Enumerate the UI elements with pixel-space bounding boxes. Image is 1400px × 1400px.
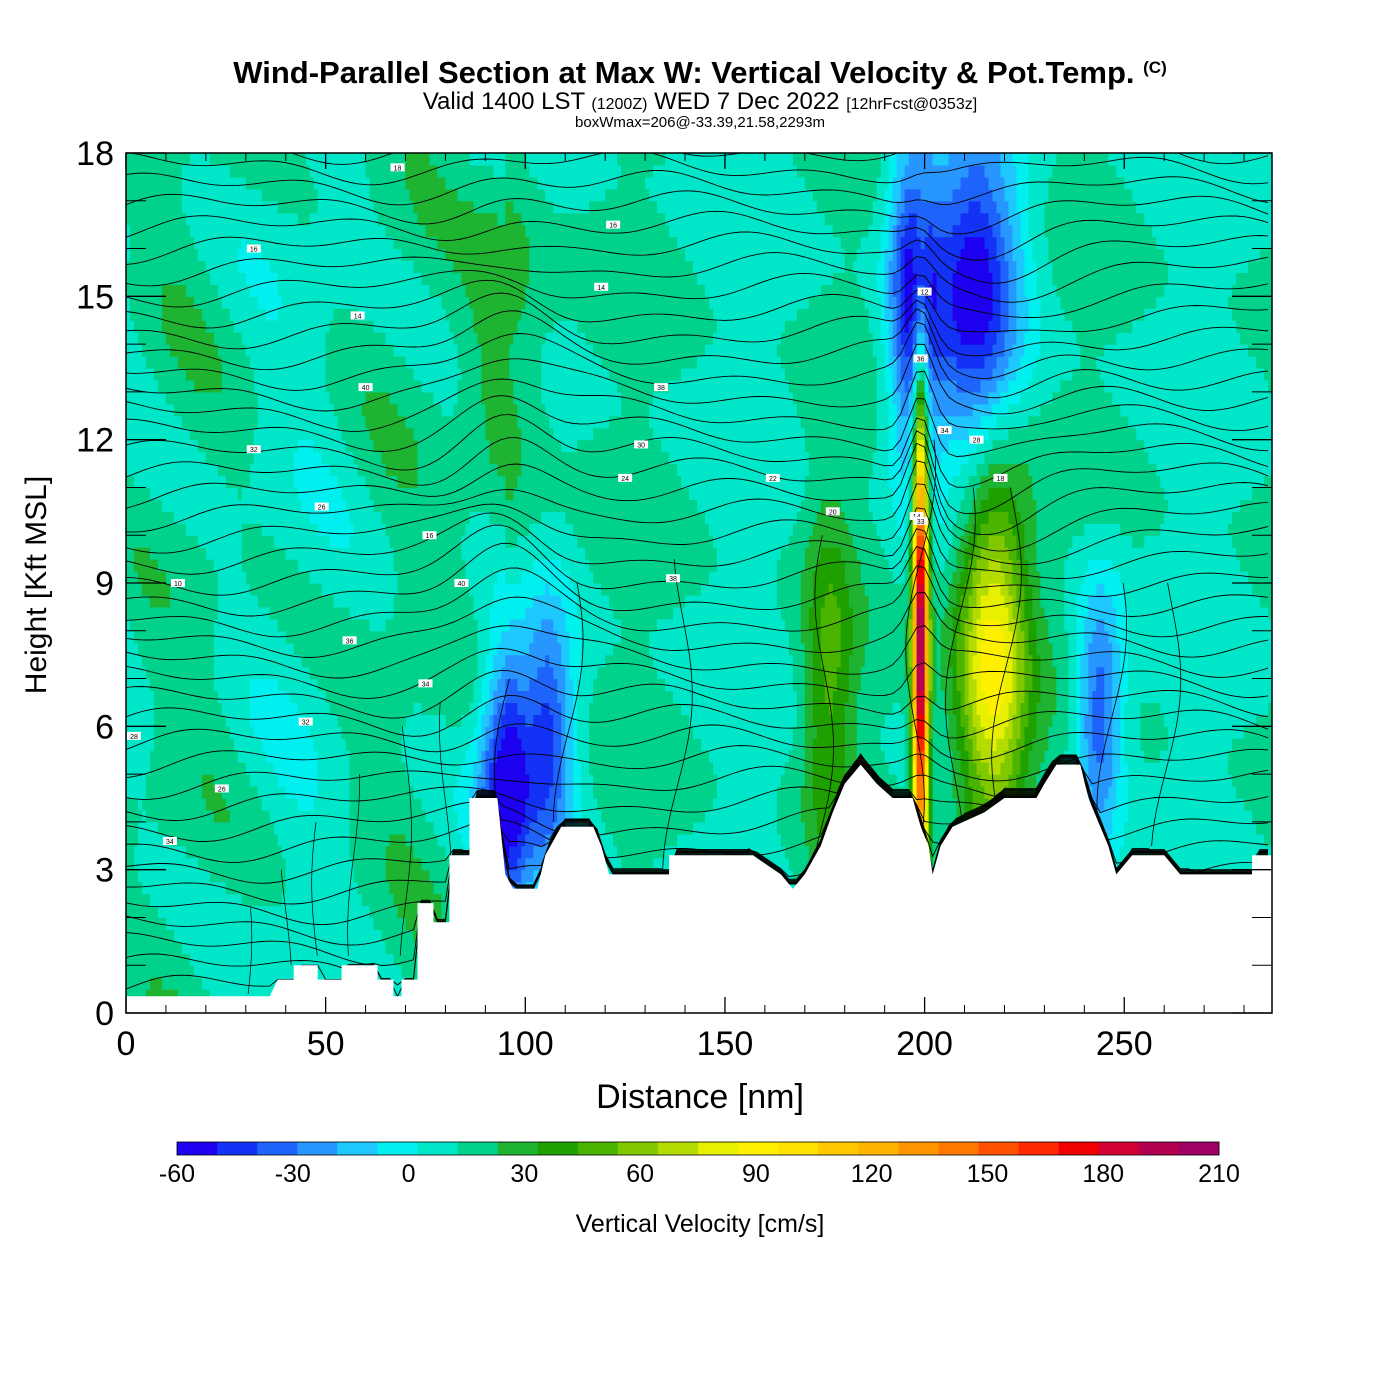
- y-tick-label: 15: [76, 278, 114, 316]
- colorbar-title: Vertical Velocity [cm/s]: [576, 1210, 825, 1238]
- theta-label: 28: [126, 731, 141, 741]
- colorbar-tick-label: 150: [967, 1160, 1009, 1188]
- theta-label: 40: [358, 383, 373, 392]
- theta-label: 36: [913, 354, 928, 363]
- y-axis-label: Height [Kft MSL]: [20, 476, 53, 694]
- colorbar-swatch: [1138, 1142, 1180, 1155]
- pot-temp-contours: [126, 153, 1269, 998]
- theta-label: 34: [162, 837, 177, 846]
- y-tick-label: 12: [76, 422, 114, 460]
- colorbar-swatch: [377, 1142, 418, 1155]
- colorbar-swatch: [537, 1142, 579, 1155]
- colorbar-swatch: [617, 1142, 659, 1155]
- title-block: Wind-Parallel Section at Max W: Vertical…: [0, 50, 1400, 130]
- theta-label: 33: [913, 516, 928, 526]
- theta-label: 38: [654, 383, 669, 392]
- x-tick-label: 150: [697, 1025, 754, 1063]
- theta-label: 34: [418, 679, 433, 688]
- y-tick-label: 9: [95, 565, 114, 603]
- theta-label: 16: [246, 244, 261, 254]
- x-tick-label: 0: [117, 1025, 136, 1063]
- theta-label: 32: [246, 445, 261, 454]
- colorbar-swatch: [858, 1142, 899, 1155]
- colorbar-swatch: [1018, 1142, 1060, 1155]
- colorbar-swatch: [1178, 1142, 1220, 1155]
- colorbar-swatch: [1058, 1142, 1100, 1155]
- theta-label: 26: [214, 784, 229, 793]
- x-tick-label: 250: [1096, 1025, 1153, 1063]
- colorbar-tick-label: 180: [1082, 1160, 1124, 1188]
- colorbar-swatch: [698, 1142, 739, 1155]
- colorbar-swatch: [818, 1142, 859, 1155]
- theta-label: 14: [350, 311, 365, 320]
- colorbar-swatch: [1098, 1142, 1140, 1155]
- theta-label: 24: [618, 473, 633, 483]
- y-tick-label: 18: [76, 135, 114, 173]
- terrain-mask: [126, 764, 1272, 1013]
- colorbar-swatch: [337, 1142, 378, 1155]
- colorbar-tick-label: 0: [402, 1160, 416, 1188]
- colorbar-swatch: [217, 1142, 258, 1155]
- theta-label: 16: [422, 531, 437, 540]
- colorbar-swatch: [417, 1142, 459, 1155]
- theta-label: 32: [298, 717, 313, 727]
- colorbar-tick-label: -30: [275, 1160, 311, 1188]
- colorbar-swatch: [898, 1142, 939, 1155]
- theta-label: 34: [937, 426, 952, 435]
- theta-label: 22: [765, 473, 780, 483]
- theta-label: 14: [594, 282, 609, 292]
- theta-label: 20: [825, 507, 840, 516]
- box-wmax: boxWmax=206@-33.39,21.58,2293m: [0, 115, 1400, 130]
- colorbar-swatch: [778, 1142, 819, 1155]
- theta-label: 12: [917, 287, 932, 297]
- y-tick-label: 0: [95, 995, 114, 1033]
- colorbar-swatch: [297, 1142, 338, 1155]
- y-tick-label: 6: [95, 708, 114, 746]
- pot-temp-labels: 1816161414124038363432302826242220181614…: [126, 163, 1008, 846]
- colorbar-tick-label: 210: [1198, 1160, 1240, 1188]
- colorbar-swatch: [657, 1142, 699, 1155]
- colorbar-swatch: [497, 1142, 539, 1155]
- colorbar-tick-label: 120: [851, 1160, 893, 1188]
- colorbar: -60 -30 0 30 60 90 120 150 180 210: [159, 1141, 1240, 1188]
- x-tick-label: 200: [896, 1025, 953, 1063]
- theta-label: 26: [314, 502, 329, 512]
- colorbar-tick-label: 90: [742, 1160, 770, 1188]
- theta-label: 18: [993, 473, 1008, 483]
- colorbar-swatch: [177, 1142, 218, 1155]
- x-tick-label: 100: [497, 1025, 554, 1063]
- colorbar-swatch: [978, 1142, 1020, 1155]
- colorbar-tick-label: 60: [626, 1160, 654, 1188]
- theta-label: 38: [666, 574, 681, 583]
- colorbar-swatch: [457, 1142, 499, 1155]
- valid-time: Valid 1400 LST (1200Z) WED 7 Dec 2022 [1…: [0, 90, 1400, 116]
- theta-label: 10: [170, 579, 185, 588]
- chart-title: Wind-Parallel Section at Max W: Vertical…: [0, 50, 1400, 91]
- colorbar-swatch: [738, 1142, 779, 1155]
- theta-label: 30: [634, 440, 649, 449]
- theta-label: 28: [969, 435, 984, 445]
- colorbar-swatch: [938, 1142, 980, 1155]
- theta-label: 16: [606, 220, 621, 230]
- colorbar-tick-label: -60: [159, 1160, 195, 1188]
- theta-label: 18: [390, 163, 405, 172]
- theta-label: 36: [342, 636, 357, 645]
- y-tick-label: 3: [95, 852, 114, 890]
- colorbar-swatch: [577, 1142, 619, 1155]
- colorbar-tick-label: 30: [510, 1160, 538, 1188]
- colorbar-swatch: [257, 1142, 298, 1155]
- x-axis-label: Distance [nm]: [596, 1078, 804, 1116]
- theta-label: 40: [454, 579, 469, 588]
- x-tick-label: 50: [307, 1025, 345, 1063]
